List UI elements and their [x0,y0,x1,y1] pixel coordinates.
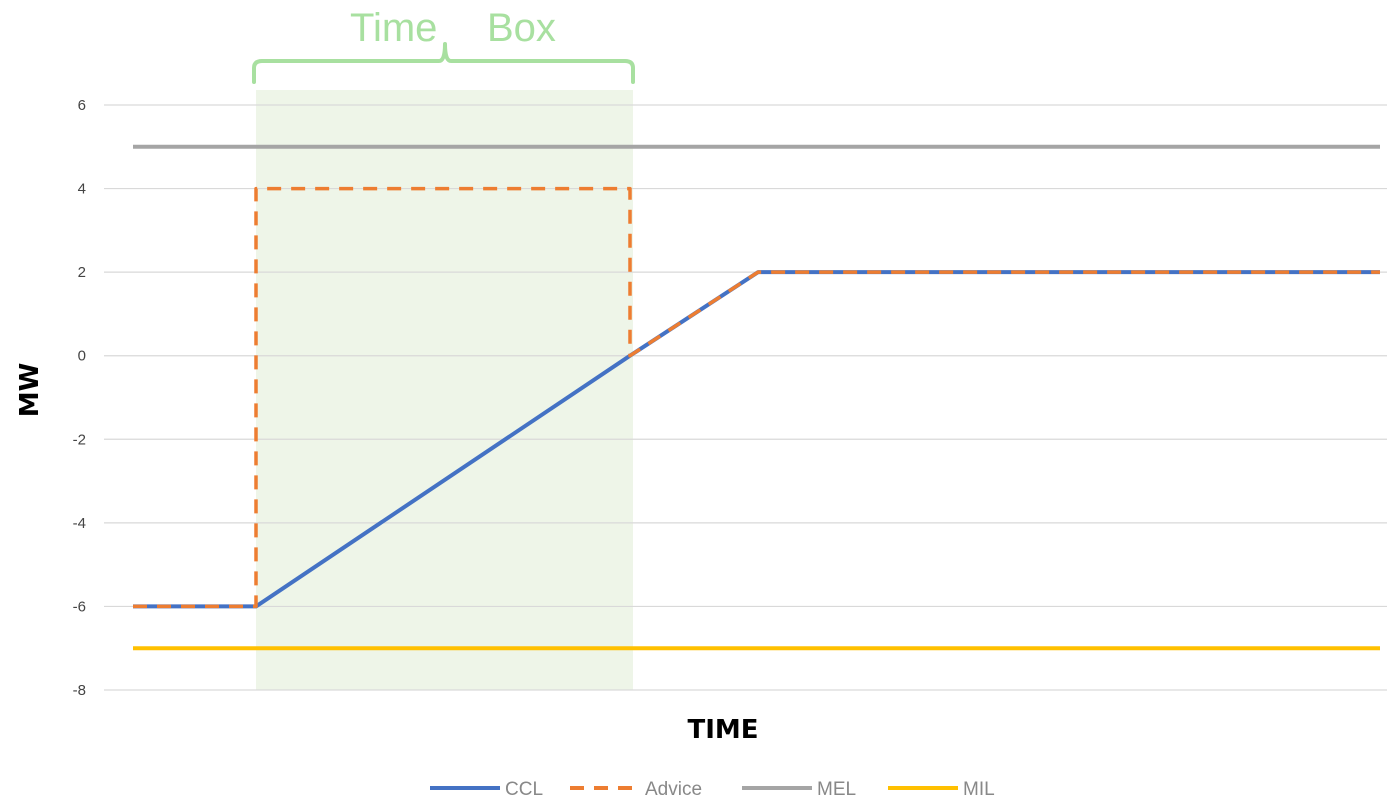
time-box-brace [252,42,635,84]
y-tick-label: 0 [78,348,86,365]
legend-label-mil: MIL [963,779,995,797]
y-tick-label: -2 [73,431,86,448]
legend-label-mel: MEL [817,779,856,797]
y-tick-label: -8 [73,682,86,699]
series-layer [133,144,1380,651]
legend-label-ccl: CCL [505,779,543,797]
series-line-advice [133,186,1380,609]
y-tick-labels: 6 4 2 0 -2 -4 -6 -8 [73,97,86,699]
y-tick-label: -4 [73,515,86,532]
y-tick-label: 4 [78,181,86,198]
y-axis-title: MW [15,363,45,418]
legend-label-advice: Advice [645,779,702,797]
y-tick-label: -6 [73,598,86,615]
time-box-label-left: Time [350,6,437,50]
legend: CCL Advice MEL MIL [430,779,995,797]
time-box-label-right: Box [487,6,556,50]
x-axis-title: TIME [687,715,758,745]
y-tick-label: 6 [78,97,86,114]
time-box-annotation: Time Box [252,6,635,84]
y-tick-label: 2 [78,264,86,281]
